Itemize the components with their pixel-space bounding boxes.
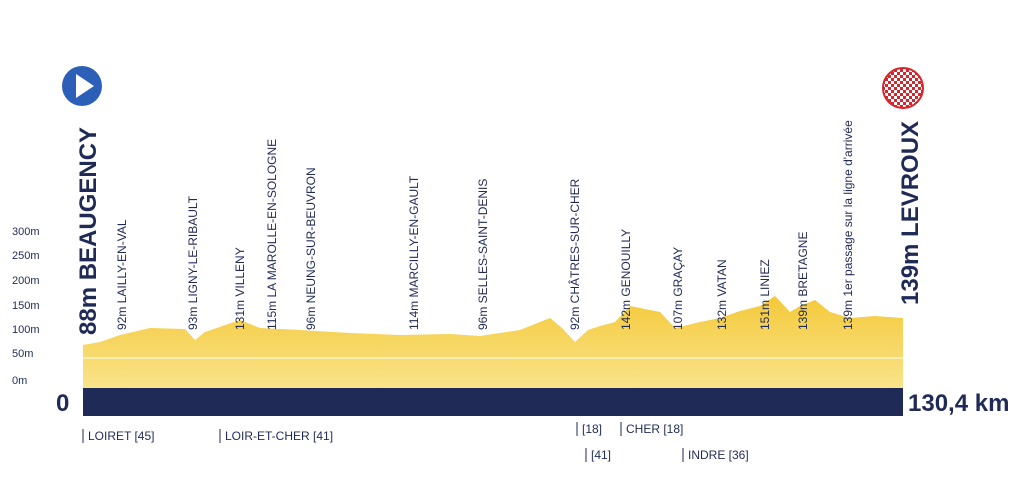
waypoint-label: 142m GENOUILLY [619, 229, 633, 330]
waypoint-label: 131m VILLENY [233, 247, 247, 330]
waypoint-label: 139m BRETAGNE [796, 232, 810, 330]
finish-name: 139m LEVROUX [897, 121, 924, 305]
waypoint-label: 115m LA MAROLLE-EN-SOLOGNE [265, 139, 279, 330]
waypoint-label: 132m VATAN [715, 259, 729, 330]
waypoint-label: 92m CHÂTRES-SUR-CHER [567, 178, 582, 330]
waypoint-label: 93m LIGNY-LE-RIBAULT [186, 195, 200, 330]
waypoint-label: 139m 1er passage sur la ligne d'arrivée [841, 120, 855, 330]
start-distance: 0 [56, 390, 69, 417]
altitude-label: 150m [12, 300, 40, 312]
department-label: CHER [18] [626, 422, 683, 436]
altitude-label: 250m [12, 250, 40, 262]
waypoint-label: 151m LINIEZ [758, 259, 772, 330]
altitude-label: 200m [12, 275, 40, 287]
altitude-label: 300m [12, 226, 40, 238]
terrain [83, 296, 903, 388]
waypoint-label: 107m GRAÇAY [671, 247, 685, 330]
department-label: [41] [591, 448, 611, 462]
altitude-label: 100m [12, 324, 40, 336]
department-label: INDRE [36] [688, 448, 749, 462]
altitude-label: 0m [12, 375, 27, 387]
department-label: [18] [582, 422, 602, 436]
department-label: LOIR-ET-CHER [41] [225, 429, 333, 443]
labels: 300m 250m 200m 150m 100m 50m 0m 92m LAILLY-EN-V… [12, 120, 855, 462]
finish-icon [882, 67, 924, 109]
distance-bar [83, 388, 903, 416]
start-arrow [76, 74, 94, 98]
department-label: LOIRET [45] [88, 429, 154, 443]
waypoint-label: 114m MARCILLY-EN-GAULT [407, 175, 421, 330]
waypoint-label: 96m NEUNG-SUR-BEUVRON [304, 167, 318, 330]
altitude-label: 50m [12, 348, 33, 360]
waypoint-label: 96m SELLES-SAINT-DENIS [476, 179, 490, 330]
start-name: 88m BEAUGENCY [75, 127, 102, 335]
waypoint-label: 92m LAILLY-EN-VAL [115, 219, 129, 330]
finish-distance: 130,4 km [908, 390, 1009, 417]
